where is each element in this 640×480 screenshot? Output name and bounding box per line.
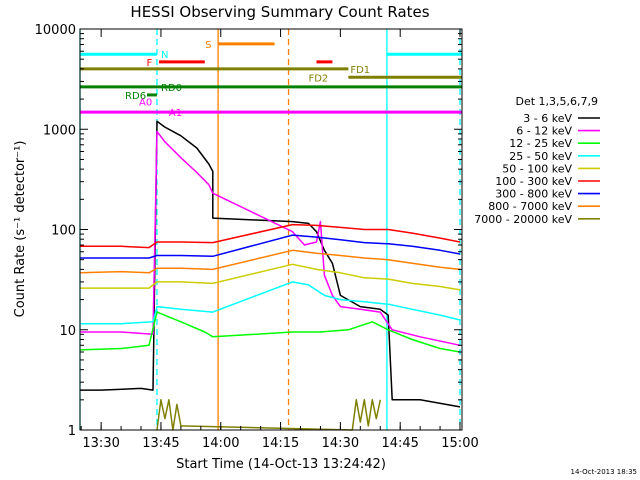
x-tick-label: 15:00 — [441, 436, 478, 451]
x-tick-label: 13:30 — [82, 436, 119, 451]
flag-label-fd1: FD1 — [350, 65, 370, 76]
flag-label-a0: A0 — [139, 97, 152, 108]
y-tick-label: 10 — [59, 324, 76, 339]
series-line-7 — [79, 249, 461, 274]
legend-label-1: 6 - 12 keV — [516, 125, 572, 138]
plot-timestamp: 14-Oct-2013 18:35 — [571, 468, 637, 476]
y-tick-label: 10000 — [35, 23, 76, 38]
series-line-4 — [80, 263, 461, 291]
y-axis: 1 10 100 1000 10000 — [35, 23, 462, 439]
legend-label-0: 3 - 6 keV — [523, 112, 572, 125]
x-tick-label: 14:45 — [381, 436, 418, 451]
legend-label-6: 300 - 800 keV — [495, 188, 572, 201]
flag-label-rd6: RD6 — [125, 91, 146, 102]
y-tick-label: 100 — [51, 224, 76, 239]
series-line-6 — [80, 234, 461, 259]
series-line-3 — [80, 281, 461, 325]
legend-label-8: 7000 - 20000 keV — [474, 213, 572, 226]
chart-title: HESSI Observing Summary Count Rates — [130, 3, 429, 21]
x-tick-label: 14:15 — [262, 436, 299, 451]
legend-label-2: 12 - 25 keV — [509, 137, 572, 150]
x-axis: 13:30 13:45 14:00 14:15 14:30 14:45 15:00 — [80, 29, 479, 451]
y-tick-label: 1000 — [43, 123, 76, 138]
legend-title: Det 1,3,5,6,7,9 — [515, 95, 598, 108]
series-line-5 — [80, 223, 461, 249]
series-line-1 — [80, 130, 461, 347]
legend-label-3: 25 - 50 keV — [509, 150, 572, 163]
flag-label-s: S — [205, 40, 211, 51]
x-tick-label: 13:45 — [142, 436, 179, 451]
series-line-0 — [80, 120, 461, 408]
legend-label-5: 100 - 300 keV — [495, 175, 572, 188]
x-tick-label: 14:30 — [322, 436, 359, 451]
flag-label-f: F — [147, 58, 153, 69]
flag-label-rd0: RD0 — [161, 83, 182, 94]
flag-label-n: N — [161, 50, 168, 61]
x-axis-label: Start Time (14-Oct-13 13:24:42) — [176, 457, 386, 472]
data-series — [79, 120, 461, 431]
x-tick-label: 14:00 — [202, 436, 239, 451]
flag-label-a1: A1 — [169, 108, 182, 119]
legend-label-7: 800 - 7000 keV — [488, 200, 572, 213]
series-line-8 — [156, 399, 382, 431]
flag-label-fd2: FD2 — [308, 73, 328, 84]
series-line-2 — [79, 311, 461, 353]
y-tick-label: 1 — [68, 424, 76, 439]
y-axis-label: Count Rate (s⁻¹ detector⁻¹) — [13, 141, 28, 318]
legend-label-4: 50 - 100 keV — [502, 162, 572, 175]
